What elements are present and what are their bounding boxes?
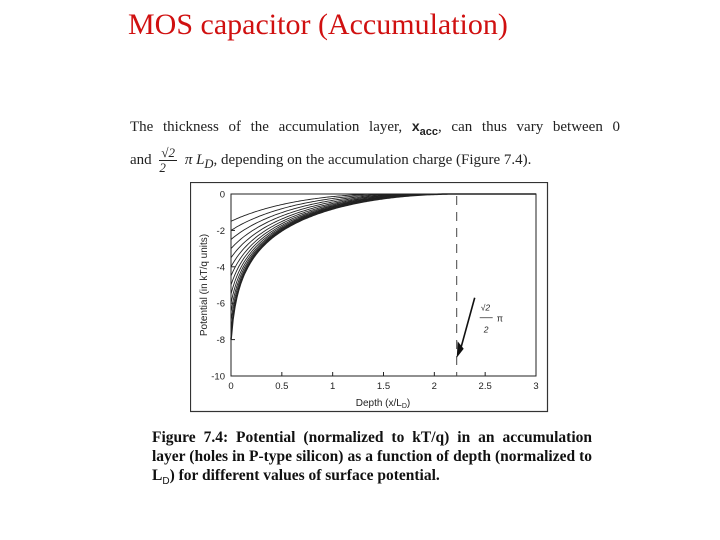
x-tick-label: 1.5 — [377, 381, 390, 392]
potential-curve — [230, 193, 536, 231]
y-tick-label: -6 — [217, 299, 225, 310]
figure-border — [190, 182, 549, 413]
annotation-frac-num: √2 — [481, 302, 491, 312]
body-text-2c: , depending on the accumulation charge (… — [213, 151, 532, 168]
body-text-2a: and — [130, 151, 152, 168]
x-tick-label: 3 — [533, 381, 538, 392]
body-text-line-1: The thickness of the accumulation layer,… — [130, 116, 620, 142]
body-text-1b: , can thus vary between 0 — [438, 119, 621, 135]
sqrt2-over-2-fraction: √2 2 — [159, 145, 178, 175]
x-tick-label: 2 — [432, 381, 437, 392]
potential-curve — [230, 193, 536, 313]
caption-text-a: (normalized to kT/q) in an accumulation … — [152, 429, 593, 484]
potential-curve — [230, 193, 536, 295]
annotation-frac-den: 2 — [483, 324, 489, 334]
body-text-line-2: and √2 2 π LD, depending on the accumulat… — [130, 146, 620, 175]
figure-caption: Figure 7.4: Potential (normalized to kT/… — [152, 428, 592, 491]
pi-ld-symbol: π LD — [184, 151, 214, 171]
y-tick-label: 0 — [220, 190, 225, 201]
y-tick-label: -2 — [217, 226, 225, 237]
x-tick-label: 0 — [228, 381, 233, 392]
y-axis-label: Potential (in kT/q units) — [199, 234, 210, 336]
slide-title: MOS capacitor (Accumulation) — [128, 8, 508, 41]
annotation-arrow — [458, 297, 476, 353]
y-tick-label: -10 — [211, 372, 225, 383]
ld-symbol: D — [162, 475, 170, 487]
potential-curve — [230, 193, 536, 322]
potential-curve — [230, 193, 536, 340]
caption-text-b: ) for different values of surface potent… — [169, 467, 440, 484]
xacc-symbol: xacc — [411, 118, 439, 138]
y-tick-label: -8 — [217, 335, 225, 346]
annotation-arrow-head — [456, 341, 464, 358]
figure-label: Figure 7.4 — [152, 429, 223, 446]
y-tick-label: -4 — [217, 262, 225, 273]
x-tick-label: 0.5 — [275, 381, 288, 392]
potential-depth-chart: 0-2-4-6-8-10 0 0.5 1 1.5 2 2.5 3 √22π Potentia… — [190, 182, 549, 413]
body-text-1a: The thickness of the accumulation layer, — [130, 119, 403, 135]
x-tick-label: 2.5 — [479, 381, 492, 392]
x-axis-label: Depth (x/LD) — [356, 398, 411, 410]
annotation-pi: π — [497, 313, 503, 323]
x-tick-label: 1 — [330, 381, 335, 392]
caption-potential: : Potential — [222, 429, 296, 446]
potential-curve — [230, 193, 536, 286]
